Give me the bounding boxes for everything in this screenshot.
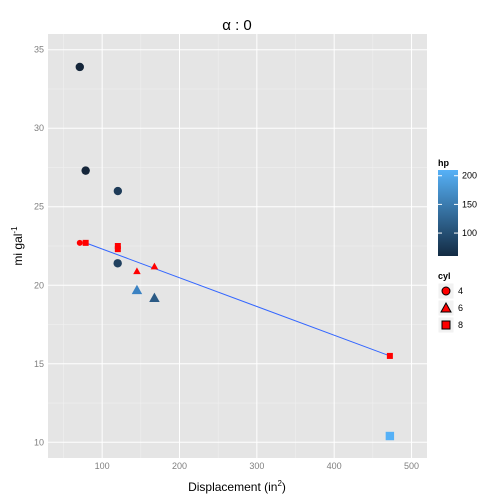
x-tick-label: 200 — [172, 461, 187, 471]
y-tick-label: 25 — [34, 202, 44, 212]
x-axis-title-sup: 2 — [277, 479, 282, 488]
legend-hp-tick-label: 100 — [462, 228, 477, 238]
y-axis-title: mi gal-1 — [10, 226, 25, 266]
y-tick-label: 10 — [34, 437, 44, 447]
data-point-red — [76, 239, 83, 246]
x-axis-title-main: Displacement (in — [188, 480, 277, 494]
data-point-hp — [113, 259, 122, 268]
legend-cyl-label: 6 — [458, 303, 463, 313]
gridlines — [48, 34, 427, 458]
fit-line — [85, 242, 391, 357]
x-tick-label: 500 — [404, 461, 419, 471]
legend-cyl-circle-icon — [441, 286, 451, 296]
x-tick-label: 400 — [327, 461, 342, 471]
data-point-hp — [113, 186, 123, 196]
data-point-hp — [149, 292, 160, 303]
data-point-red — [82, 239, 89, 246]
legend-hp-tick-label: 150 — [462, 199, 477, 209]
legend-cyl: cyl 4 6 8 — [437, 271, 463, 334]
legend-cyl-items: 4 6 8 — [437, 282, 463, 334]
y-axis-title-main: mi gal — [11, 234, 25, 266]
legend-hp-title: hp — [438, 158, 449, 168]
x-tick-label: 100 — [95, 461, 110, 471]
legend-hp-colorbar — [438, 170, 458, 256]
data-point-red — [114, 243, 121, 249]
y-tick-labels: 10 15 20 25 30 35 — [34, 45, 44, 448]
legend-cyl-square-icon — [441, 320, 451, 330]
data-point-red — [114, 246, 121, 253]
y-tick-label: 15 — [34, 359, 44, 369]
x-axis-title-close: ) — [282, 480, 286, 494]
chart-title: α : 0 — [222, 17, 252, 34]
y-tick-label: 35 — [34, 45, 44, 55]
legend-hp: hp 100 150 200 — [438, 158, 477, 256]
legend-cyl-triangle-icon — [440, 301, 452, 313]
data-point-red — [133, 267, 141, 275]
data-point-hp — [81, 166, 90, 175]
data-point-hp — [131, 284, 143, 295]
fit-line-group — [85, 242, 391, 357]
x-axis-title: Displacement (in2) — [188, 479, 286, 494]
x-tick-label: 300 — [249, 461, 264, 471]
y-axis-title-sup: -1 — [10, 226, 19, 234]
data-point-hp — [385, 431, 395, 441]
data-point-red — [150, 262, 159, 270]
data-point-hp — [75, 62, 84, 72]
data-point-red — [386, 352, 393, 359]
y-tick-label: 30 — [34, 123, 44, 133]
x-tick-labels: 100 200 300 400 500 — [95, 461, 419, 471]
legend-cyl-label: 4 — [458, 286, 463, 296]
points-group — [75, 62, 395, 441]
legend-cyl-label: 8 — [458, 320, 463, 330]
y-tick-label: 20 — [34, 280, 44, 290]
legend-hp-ticks: 100 150 200 — [438, 171, 477, 238]
legend-hp-tick-label: 200 — [462, 171, 477, 181]
legend-cyl-title: cyl — [438, 271, 451, 281]
